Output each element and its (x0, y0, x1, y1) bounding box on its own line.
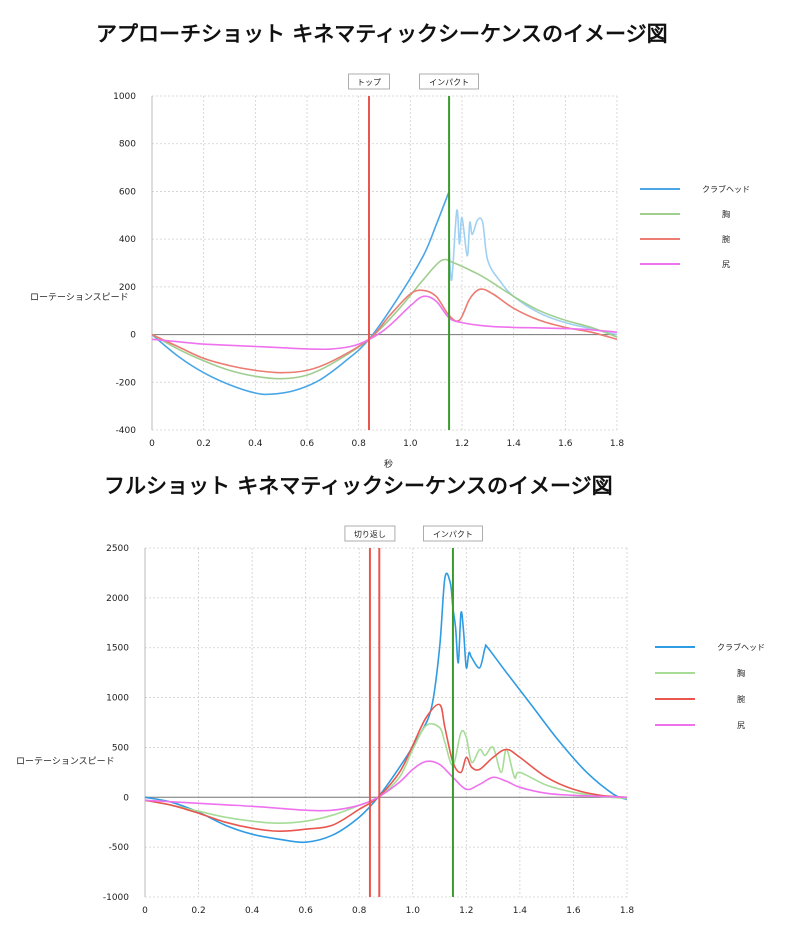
y-tick-label: 500 (112, 743, 129, 753)
x-tick-label: 0 (142, 906, 148, 916)
legend-label: 腕 (737, 694, 745, 704)
marker-label: インパクト (429, 78, 469, 87)
y-tick-label: 0 (123, 793, 129, 803)
x-tick-label: 1.6 (558, 439, 573, 449)
x-tick-label: 1.4 (507, 439, 522, 449)
y-tick-label: -500 (109, 843, 130, 853)
marker-label-box (348, 73, 390, 90)
legend-label: 胸 (722, 209, 730, 219)
x-tick-label: 0.6 (300, 439, 315, 449)
series-line-2 (151, 258, 618, 380)
y-axis-label: ローテーションスピード (16, 756, 115, 767)
series-line-1 (144, 722, 628, 825)
y-tick-label: -400 (116, 426, 137, 436)
y-tick-label: 200 (119, 283, 136, 293)
marker-label-box (423, 525, 483, 542)
x-tick-label: 0.6 (299, 906, 314, 916)
x-tick-label: 0.2 (191, 906, 205, 916)
marker-label: インパクト (433, 530, 473, 539)
x-tick-label: 0 (149, 439, 155, 449)
y-tick-label: -200 (116, 378, 137, 388)
x-tick-label: 1.8 (620, 906, 635, 916)
x-tick-label: 0.8 (352, 439, 367, 449)
legend-label: 胸 (737, 668, 745, 678)
x-tick-label: 0.8 (352, 906, 367, 916)
y-tick-label: 1000 (113, 92, 136, 102)
marker-label: 切り返し (354, 530, 386, 539)
legend-label: クラブヘッド (702, 184, 750, 194)
series-line-3 (144, 760, 628, 812)
y-tick-label: 1500 (106, 644, 129, 654)
legend-label: クラブヘッド (717, 642, 765, 652)
series-line-3 (151, 288, 618, 374)
x-tick-label: 1.0 (403, 439, 418, 449)
x-tick-label: 0.4 (248, 439, 263, 449)
x-tick-label: 1.8 (610, 439, 625, 449)
y-tick-label: 2000 (106, 594, 129, 604)
y-tick-label: 1000 (106, 694, 129, 704)
y-tick-label: 0 (130, 331, 136, 341)
marker-label-box (419, 73, 479, 90)
legend-label: 尻 (722, 260, 730, 269)
x-tick-label: 1.0 (406, 906, 421, 916)
series-line-1 (448, 209, 618, 336)
marker-label-box (344, 525, 396, 542)
y-tick-label: 2500 (106, 544, 129, 554)
series-line-4 (151, 295, 618, 351)
x-axis-label: 秒 (384, 458, 393, 470)
series-line-0 (151, 191, 450, 396)
chart-title-approach: アプローチショット キネマティックシーケンスのイメージ図 (96, 22, 668, 46)
y-tick-label: -1000 (103, 893, 129, 903)
legend-label: 腕 (722, 234, 730, 244)
y-tick-label: 400 (119, 235, 136, 245)
x-tick-label: 1.6 (566, 906, 581, 916)
y-tick-label: 600 (119, 187, 136, 197)
legend-label: 尻 (737, 721, 745, 730)
x-tick-label: 0.4 (245, 906, 260, 916)
series-line-2 (144, 703, 628, 833)
marker-label: トップ (357, 78, 381, 87)
x-tick-label: 1.2 (459, 906, 473, 916)
y-tick-label: 800 (119, 140, 136, 150)
y-axis-label: ローテーションスピード (30, 292, 129, 303)
x-tick-label: 0.2 (197, 439, 211, 449)
x-tick-label: 1.4 (513, 906, 528, 916)
x-tick-label: 1.2 (455, 439, 469, 449)
series-line-0 (144, 572, 628, 844)
chart-title-full: フルショット キネマティックシーケンスのイメージ図 (104, 474, 613, 498)
